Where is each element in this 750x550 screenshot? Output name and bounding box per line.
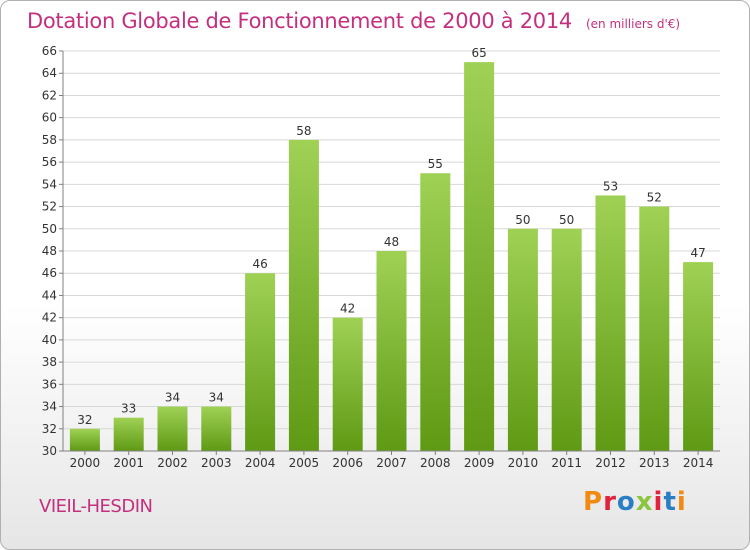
x-tick-label: 2002 <box>157 456 188 470</box>
y-tick-label: 54 <box>42 177 57 191</box>
value-label: 55 <box>428 157 443 171</box>
value-label: 65 <box>471 46 486 60</box>
x-tick-label: 2007 <box>376 456 407 470</box>
y-tick-label: 40 <box>42 333 57 347</box>
y-tick-label: 52 <box>42 200 57 214</box>
value-label: 53 <box>603 179 618 193</box>
bar <box>376 251 407 451</box>
value-label: 33 <box>121 402 136 416</box>
y-tick-label: 46 <box>42 266 57 280</box>
value-label: 34 <box>209 391 224 405</box>
value-label: 34 <box>165 391 180 405</box>
value-label: 50 <box>559 213 574 227</box>
bar <box>201 406 232 451</box>
bar <box>639 206 670 451</box>
y-tick-label: 38 <box>42 355 57 369</box>
x-tick-label: 2011 <box>551 456 582 470</box>
value-label: 42 <box>340 302 355 316</box>
x-tick-label: 2013 <box>639 456 670 470</box>
x-tick-label: 2001 <box>113 456 144 470</box>
y-tick-label: 42 <box>42 311 57 325</box>
chart-title-text: Dotation Globale de Fonctionnement de 20… <box>27 9 572 33</box>
bar <box>683 262 714 451</box>
x-tick-label: 2010 <box>508 456 539 470</box>
proxiti-logo: Proxiti <box>583 487 687 517</box>
value-label: 50 <box>515 213 530 227</box>
chart-title: Dotation Globale de Fonctionnement de 20… <box>27 9 680 33</box>
bar <box>420 173 451 451</box>
bars-group: 32 33 34 34 46 58 42 48 55 65 50 50 53 52 47 <box>69 46 714 451</box>
x-tick-label: 2012 <box>595 456 626 470</box>
y-tick-label: 36 <box>42 377 57 391</box>
y-tick-label: 56 <box>42 155 57 169</box>
bar <box>113 417 144 451</box>
x-tick-label: 2014 <box>683 456 714 470</box>
value-label: 46 <box>252 257 267 271</box>
y-tick-label: 50 <box>42 222 57 236</box>
x-tick-label: 2006 <box>332 456 363 470</box>
y-tick-label: 30 <box>42 444 57 458</box>
bar <box>157 406 188 451</box>
unit-note: (en milliers d'€) <box>585 17 681 31</box>
y-tick-label: 66 <box>42 44 57 58</box>
y-tick-label: 32 <box>42 422 57 436</box>
bar <box>288 139 319 451</box>
x-tick-label: 2005 <box>289 456 320 470</box>
bar <box>507 228 538 451</box>
x-tick-label: 2004 <box>245 456 276 470</box>
y-tick-label: 64 <box>42 66 57 80</box>
y-tick-label: 44 <box>42 288 57 302</box>
axes: 30 32 34 36 38 40 42 44 46 48 50 52 54 56 58 60 62 64 66 20… <box>42 44 720 470</box>
x-tick-label: 2000 <box>70 456 101 470</box>
y-tick-label: 62 <box>42 88 57 102</box>
y-tick-label: 58 <box>42 133 57 147</box>
x-tick-label: 2009 <box>464 456 495 470</box>
y-tick-label: 60 <box>42 111 57 125</box>
value-label: 48 <box>384 235 399 249</box>
bar <box>595 195 626 451</box>
bar <box>245 273 276 451</box>
bar <box>69 428 100 451</box>
bar <box>464 62 495 451</box>
value-label: 58 <box>296 124 311 138</box>
value-label: 32 <box>77 413 92 427</box>
value-label: 52 <box>647 191 662 205</box>
x-tick-label: 2008 <box>420 456 451 470</box>
value-label: 47 <box>690 246 705 260</box>
x-tick-label: 2003 <box>201 456 232 470</box>
y-tick-label: 48 <box>42 244 57 258</box>
y-tick-label: 34 <box>42 400 57 414</box>
bar <box>551 228 582 451</box>
bar <box>332 317 363 451</box>
commune-name: VIEIL-HESDIN <box>39 496 153 517</box>
